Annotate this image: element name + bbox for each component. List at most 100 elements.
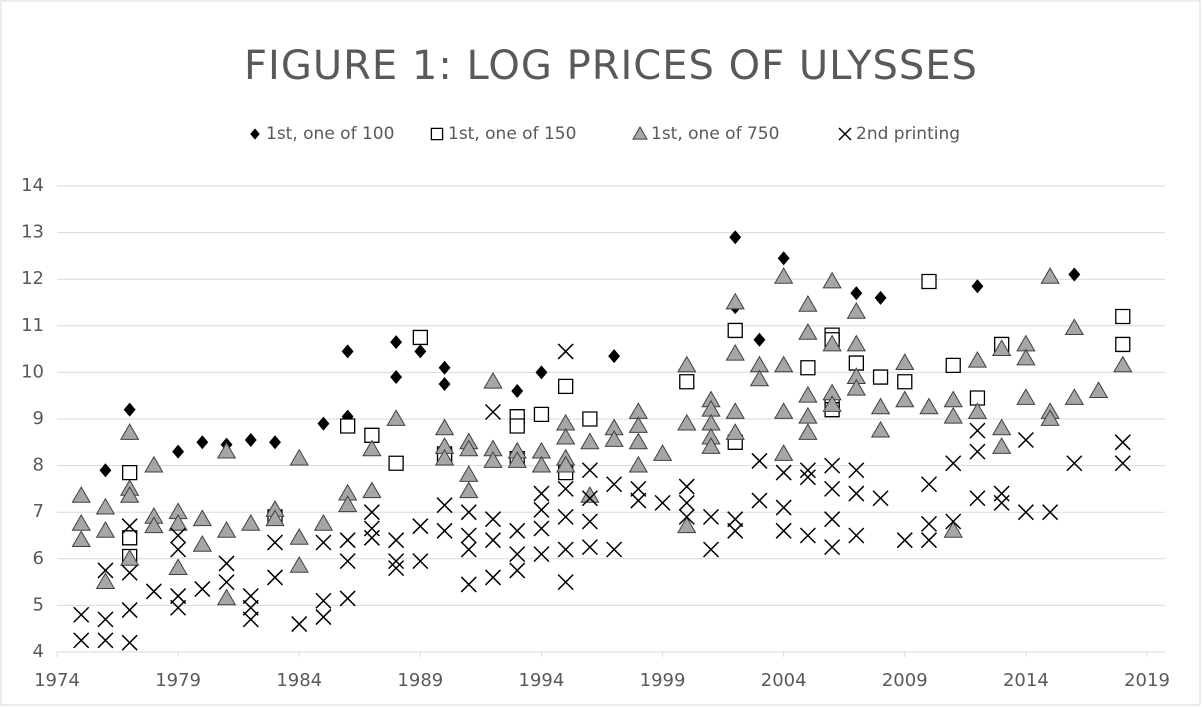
point-triangle xyxy=(71,530,91,548)
legend-marker xyxy=(838,127,852,141)
point-x xyxy=(484,403,502,421)
point-triangle xyxy=(991,339,1012,356)
point-triangle xyxy=(386,409,406,426)
point-triangle xyxy=(289,448,309,466)
point-x xyxy=(266,569,284,586)
point-x xyxy=(339,590,356,607)
y-tick-label: 14 xyxy=(21,175,44,196)
y-tick-label: 9 xyxy=(33,408,44,429)
point-diamond xyxy=(438,360,451,375)
point-x xyxy=(460,576,477,593)
point-triangle xyxy=(483,451,503,468)
point-diamond xyxy=(390,335,403,350)
point-triangle xyxy=(628,416,649,433)
point-triangle xyxy=(725,343,745,361)
point-x xyxy=(775,522,792,539)
point-triangle xyxy=(773,355,794,373)
point-x xyxy=(412,553,429,570)
point-triangle xyxy=(216,521,237,538)
y-tick-label: 7 xyxy=(33,501,44,522)
legend-marker xyxy=(430,127,444,141)
point-x xyxy=(339,553,356,570)
point-square xyxy=(364,427,380,443)
point-x xyxy=(97,562,114,579)
point-x xyxy=(121,634,138,651)
point-x xyxy=(751,492,768,509)
point-x xyxy=(557,343,574,360)
point-x xyxy=(533,546,550,563)
point-diamond xyxy=(1068,267,1081,282)
point-x xyxy=(339,532,356,549)
point-square xyxy=(945,357,961,374)
point-triangle xyxy=(725,423,745,440)
point-x xyxy=(73,606,90,623)
point-x xyxy=(484,511,502,528)
point-triangle xyxy=(798,295,818,312)
point-triangle xyxy=(967,350,988,368)
point-triangle xyxy=(168,514,188,531)
y-tick-label: 12 xyxy=(21,268,44,289)
point-x xyxy=(121,602,138,619)
x-tick-label: 2004 xyxy=(761,670,807,691)
point-triangle xyxy=(362,439,382,457)
x-tick-label: 2019 xyxy=(1124,670,1170,691)
legend-marker xyxy=(250,128,260,140)
point-square xyxy=(340,418,356,434)
y-tick-label: 11 xyxy=(21,315,44,336)
point-x xyxy=(533,485,550,502)
point-triangle xyxy=(822,395,842,412)
point-x xyxy=(363,504,380,521)
point-triangle xyxy=(749,369,770,387)
point-triangle xyxy=(798,322,818,340)
point-diamond xyxy=(414,344,427,359)
point-x xyxy=(824,511,841,528)
legend-marker xyxy=(632,125,648,140)
legend-label: 1st, one of 100 xyxy=(266,124,394,144)
point-diamond xyxy=(341,344,354,359)
point-x xyxy=(945,513,962,530)
point-diamond xyxy=(244,432,257,447)
point-triangle xyxy=(1016,388,1036,405)
point-x xyxy=(460,541,477,558)
point-diamond xyxy=(123,402,136,417)
point-diamond xyxy=(777,251,790,266)
point-x xyxy=(509,562,526,579)
point-triangle xyxy=(967,402,988,419)
point-triangle xyxy=(677,516,697,534)
point-diamond xyxy=(269,435,281,450)
point-x xyxy=(920,515,938,532)
point-triangle xyxy=(895,353,915,370)
point-x xyxy=(557,574,574,591)
point-triangle xyxy=(216,588,237,606)
point-x xyxy=(920,476,938,493)
point-x xyxy=(1114,434,1131,451)
point-triangle xyxy=(677,413,697,431)
point-triangle xyxy=(725,292,745,310)
point-triangle xyxy=(1113,355,1133,373)
point-diamond xyxy=(390,370,403,385)
point-triangle xyxy=(459,439,479,457)
point-triangle xyxy=(773,267,794,284)
point-triangle xyxy=(241,514,261,531)
point-x xyxy=(1017,431,1034,449)
point-x xyxy=(170,527,187,544)
point-triangle xyxy=(313,514,334,531)
point-triangle xyxy=(895,390,915,408)
x-tick-label: 1989 xyxy=(397,670,443,691)
point-x xyxy=(460,527,477,544)
point-x xyxy=(630,492,647,509)
point-triangle xyxy=(870,420,891,438)
point-x xyxy=(484,532,502,549)
chart-title: FIGURE 1: LOG PRICES OF ULYSSES xyxy=(244,43,978,89)
point-x xyxy=(581,539,598,556)
point-x xyxy=(702,508,720,525)
point-triangle xyxy=(773,402,794,419)
point-triangle xyxy=(144,516,164,534)
point-x xyxy=(363,529,380,546)
point-square xyxy=(388,455,404,471)
point-x xyxy=(969,443,986,460)
point-x xyxy=(727,522,744,539)
point-x xyxy=(557,480,574,497)
point-x xyxy=(388,532,405,549)
